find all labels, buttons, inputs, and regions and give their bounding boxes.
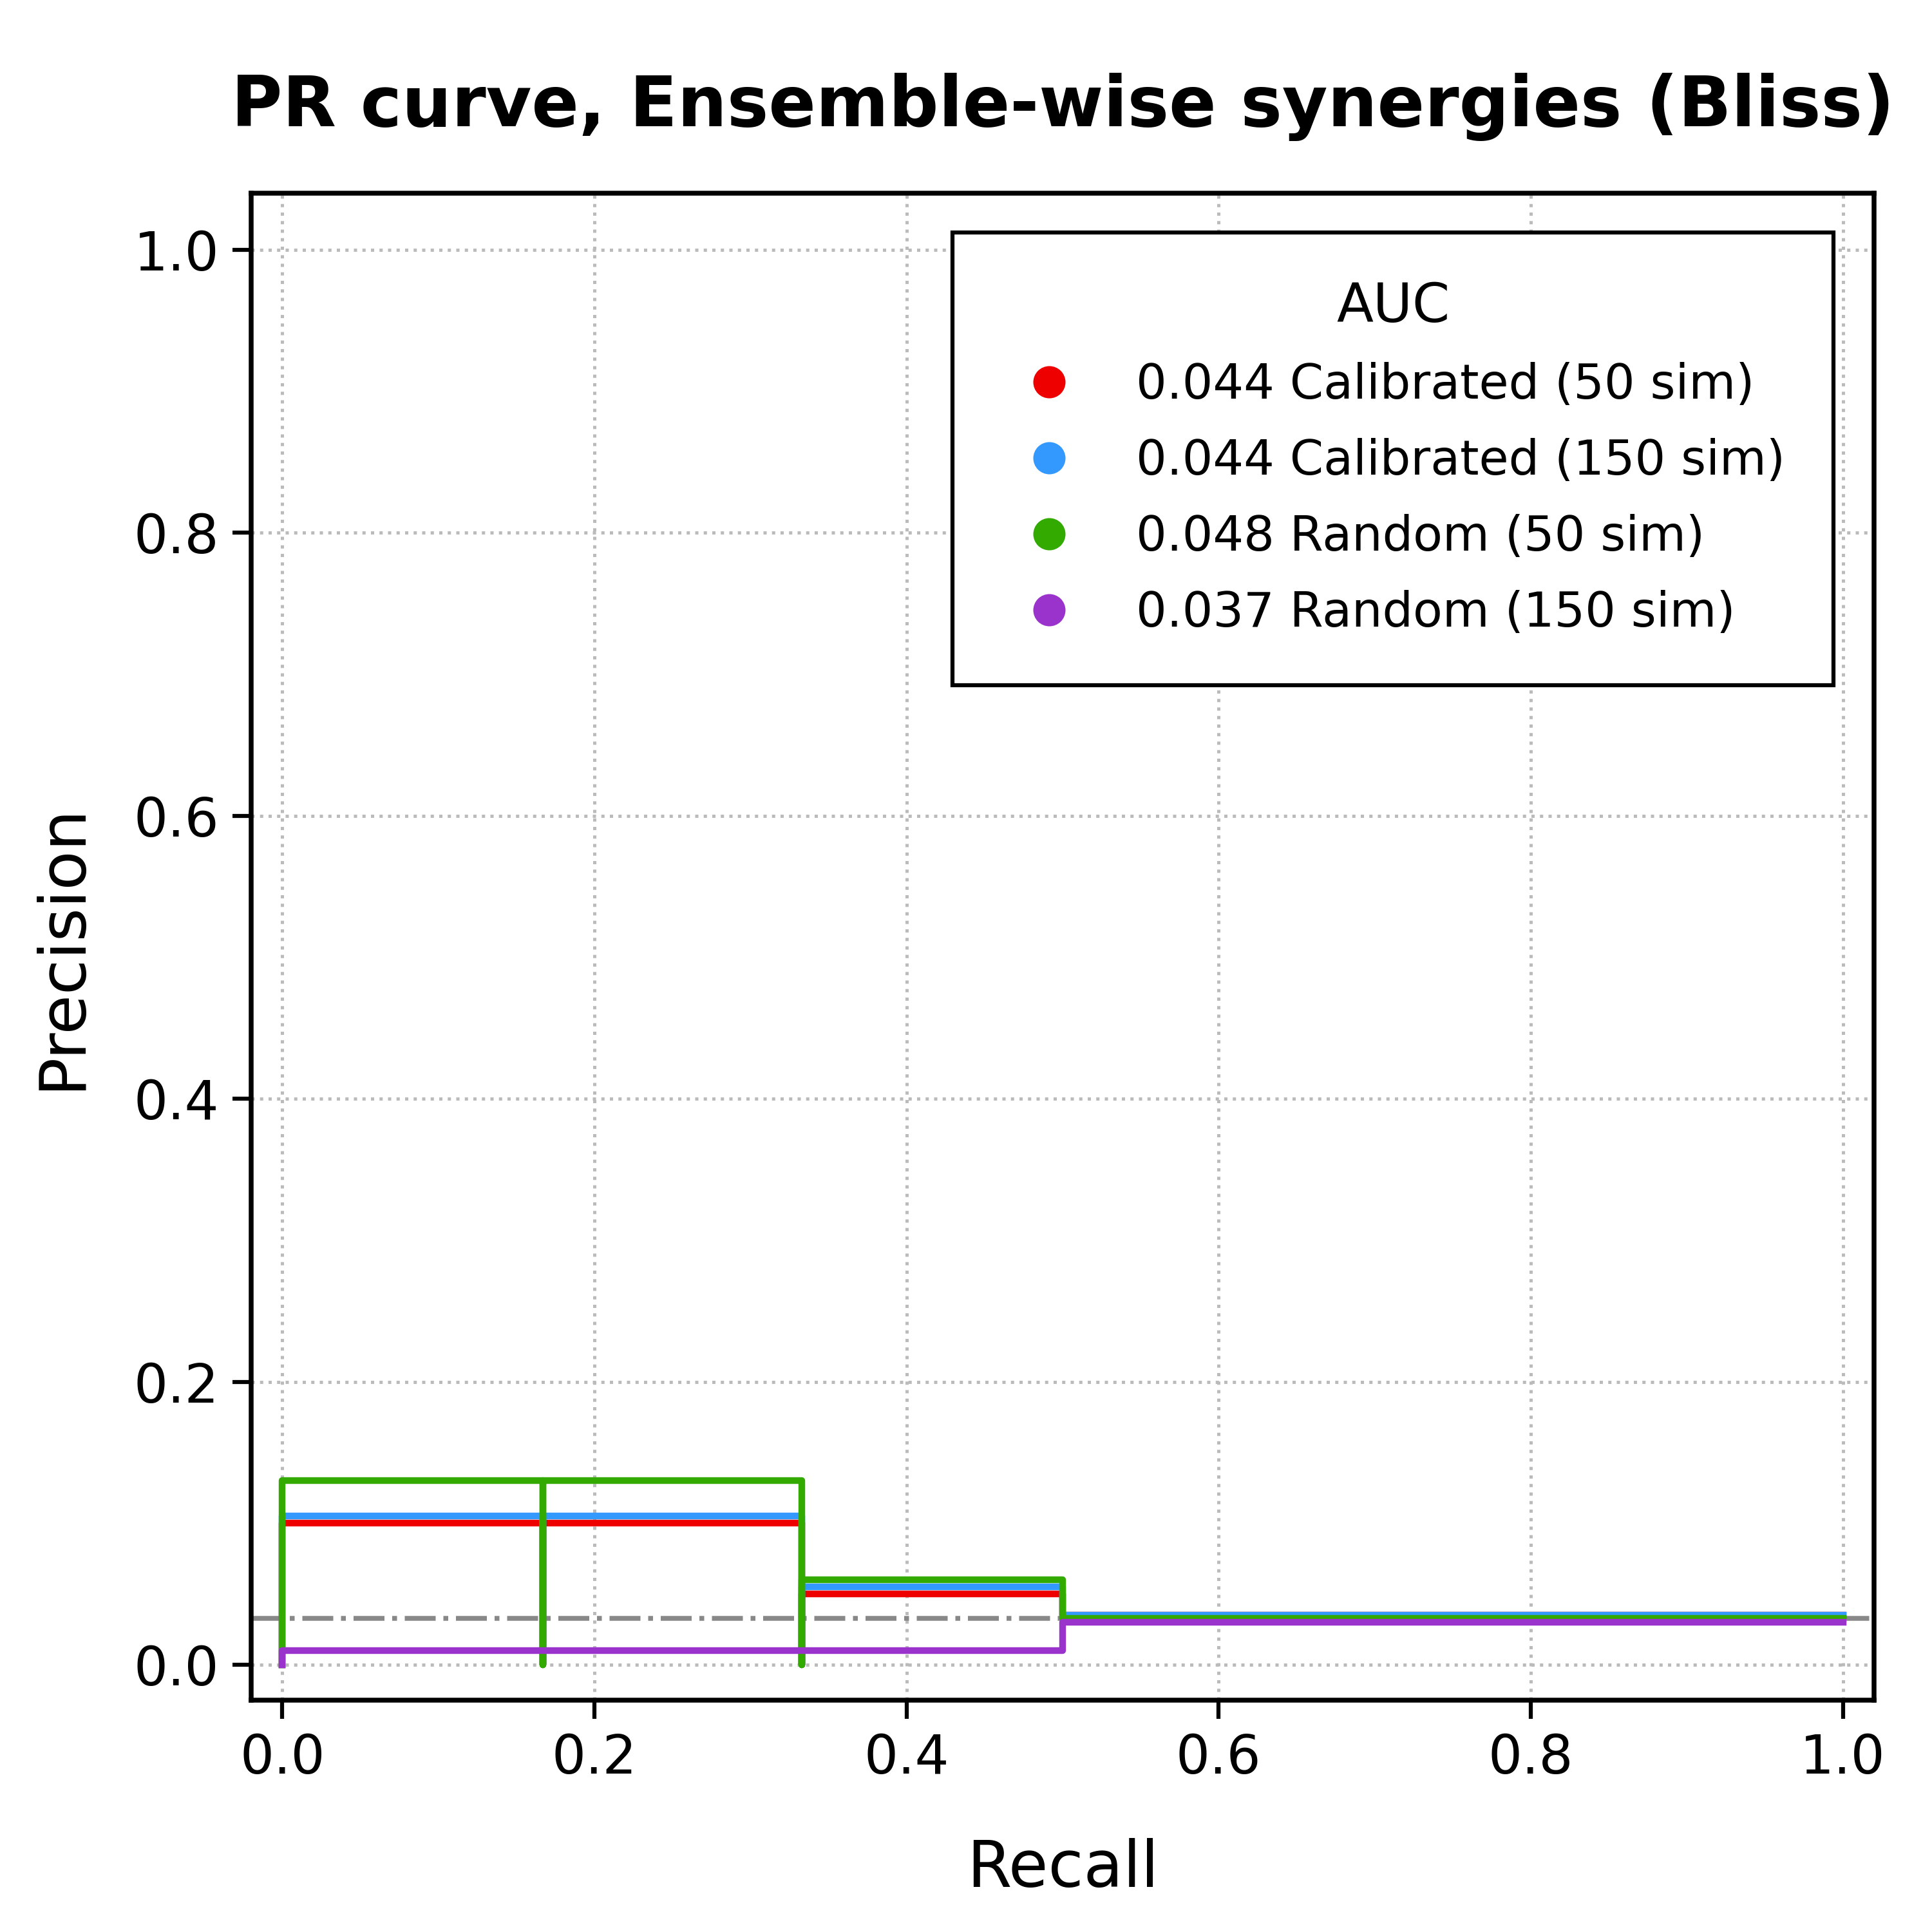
Title: PR curve, Ensemble-wise synergies (Bliss): PR curve, Ensemble-wise synergies (Bliss… bbox=[232, 73, 1893, 141]
X-axis label: Recall: Recall bbox=[966, 1837, 1159, 1901]
Legend: 0.044 Calibrated (50 sim), 0.044 Calibrated (150 sim), 0.048 Random (50 sim), 0.: 0.044 Calibrated (50 sim), 0.044 Calibra… bbox=[952, 232, 1833, 686]
Y-axis label: Precision: Precision bbox=[31, 804, 93, 1090]
